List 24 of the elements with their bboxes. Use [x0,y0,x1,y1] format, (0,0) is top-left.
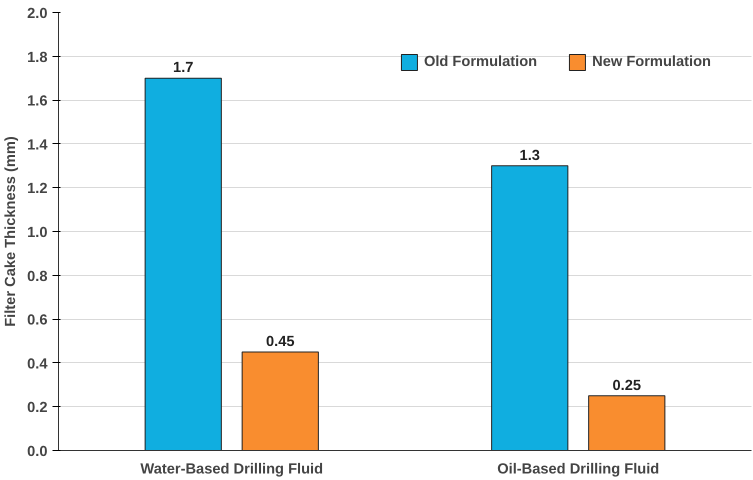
y-tick-label: 0.4 [27,356,48,372]
y-tick-label: 1.4 [27,137,48,154]
y-axis-title: Filter Cake Thickness (mm) [3,136,20,327]
legend-label: New Formulation [592,54,711,70]
legend-label: Old Formulation [424,54,538,70]
y-tick-label: 1.2 [27,181,48,198]
y-tick-label: 2.0 [27,6,48,22]
y-tick-label: 0.6 [27,312,48,329]
bar [491,165,568,450]
data-label: 1.3 [520,148,540,164]
data-label: 1.7 [173,60,194,76]
x-tick-label: Oil-Based Drilling Fluid [497,462,660,478]
y-tick-label: 1.0 [27,225,48,241]
bar [588,395,666,450]
y-tick-label: 1.6 [27,94,48,110]
x-tick-label: Water-Based Drilling Fluid [140,462,324,478]
y-tick-label: 1.8 [27,50,48,66]
y-tick-label: 0.8 [27,268,48,285]
data-label: 0.25 [612,378,642,394]
data-label: 0.45 [266,334,295,350]
y-tick-label: 0.0 [27,444,48,460]
y-tick-label: 0.2 [27,400,48,416]
bar [242,351,319,450]
bar [144,78,222,450]
